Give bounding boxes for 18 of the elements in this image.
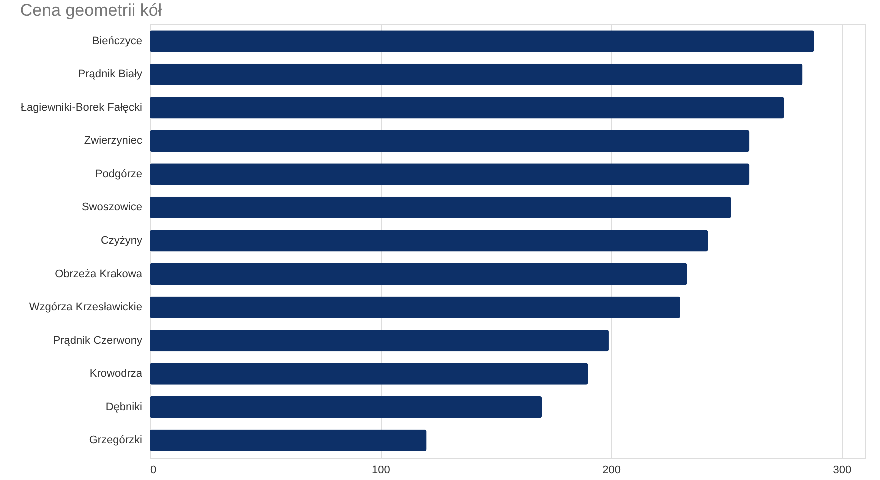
x-tick-label: 200 [602,464,621,476]
y-tick-label: Grzegórzki [89,434,142,447]
y-tick-label: Wzgórza Krzesławickie [29,302,142,314]
x-tick-label: 300 [833,464,852,476]
chart-title: Cena geometrii kół [20,1,162,20]
y-tick-label: Obrzeża Krakowa [55,268,144,280]
y-tick-label: Bieńczyce [92,35,142,48]
y-tick-label: Swoszowice [82,202,142,214]
x-tick-label: 0 [150,464,157,476]
y-tick-label: Krowodrza [90,368,144,380]
y-tick-label: Czyżyny [100,235,143,247]
y-tick-label: Podgórze [95,168,142,180]
y-tick-label: Dębniki [106,401,142,414]
y-tick-label: Zwierzyniec [84,135,143,148]
y-tick-label: Prądnik Czerwony [53,334,143,347]
y-tick-label: Łagiewniki-Borek Fałęcki [20,102,142,114]
y-tick-label: Prądnik Biały [78,68,143,81]
x-tick-label: 100 [372,464,390,476]
